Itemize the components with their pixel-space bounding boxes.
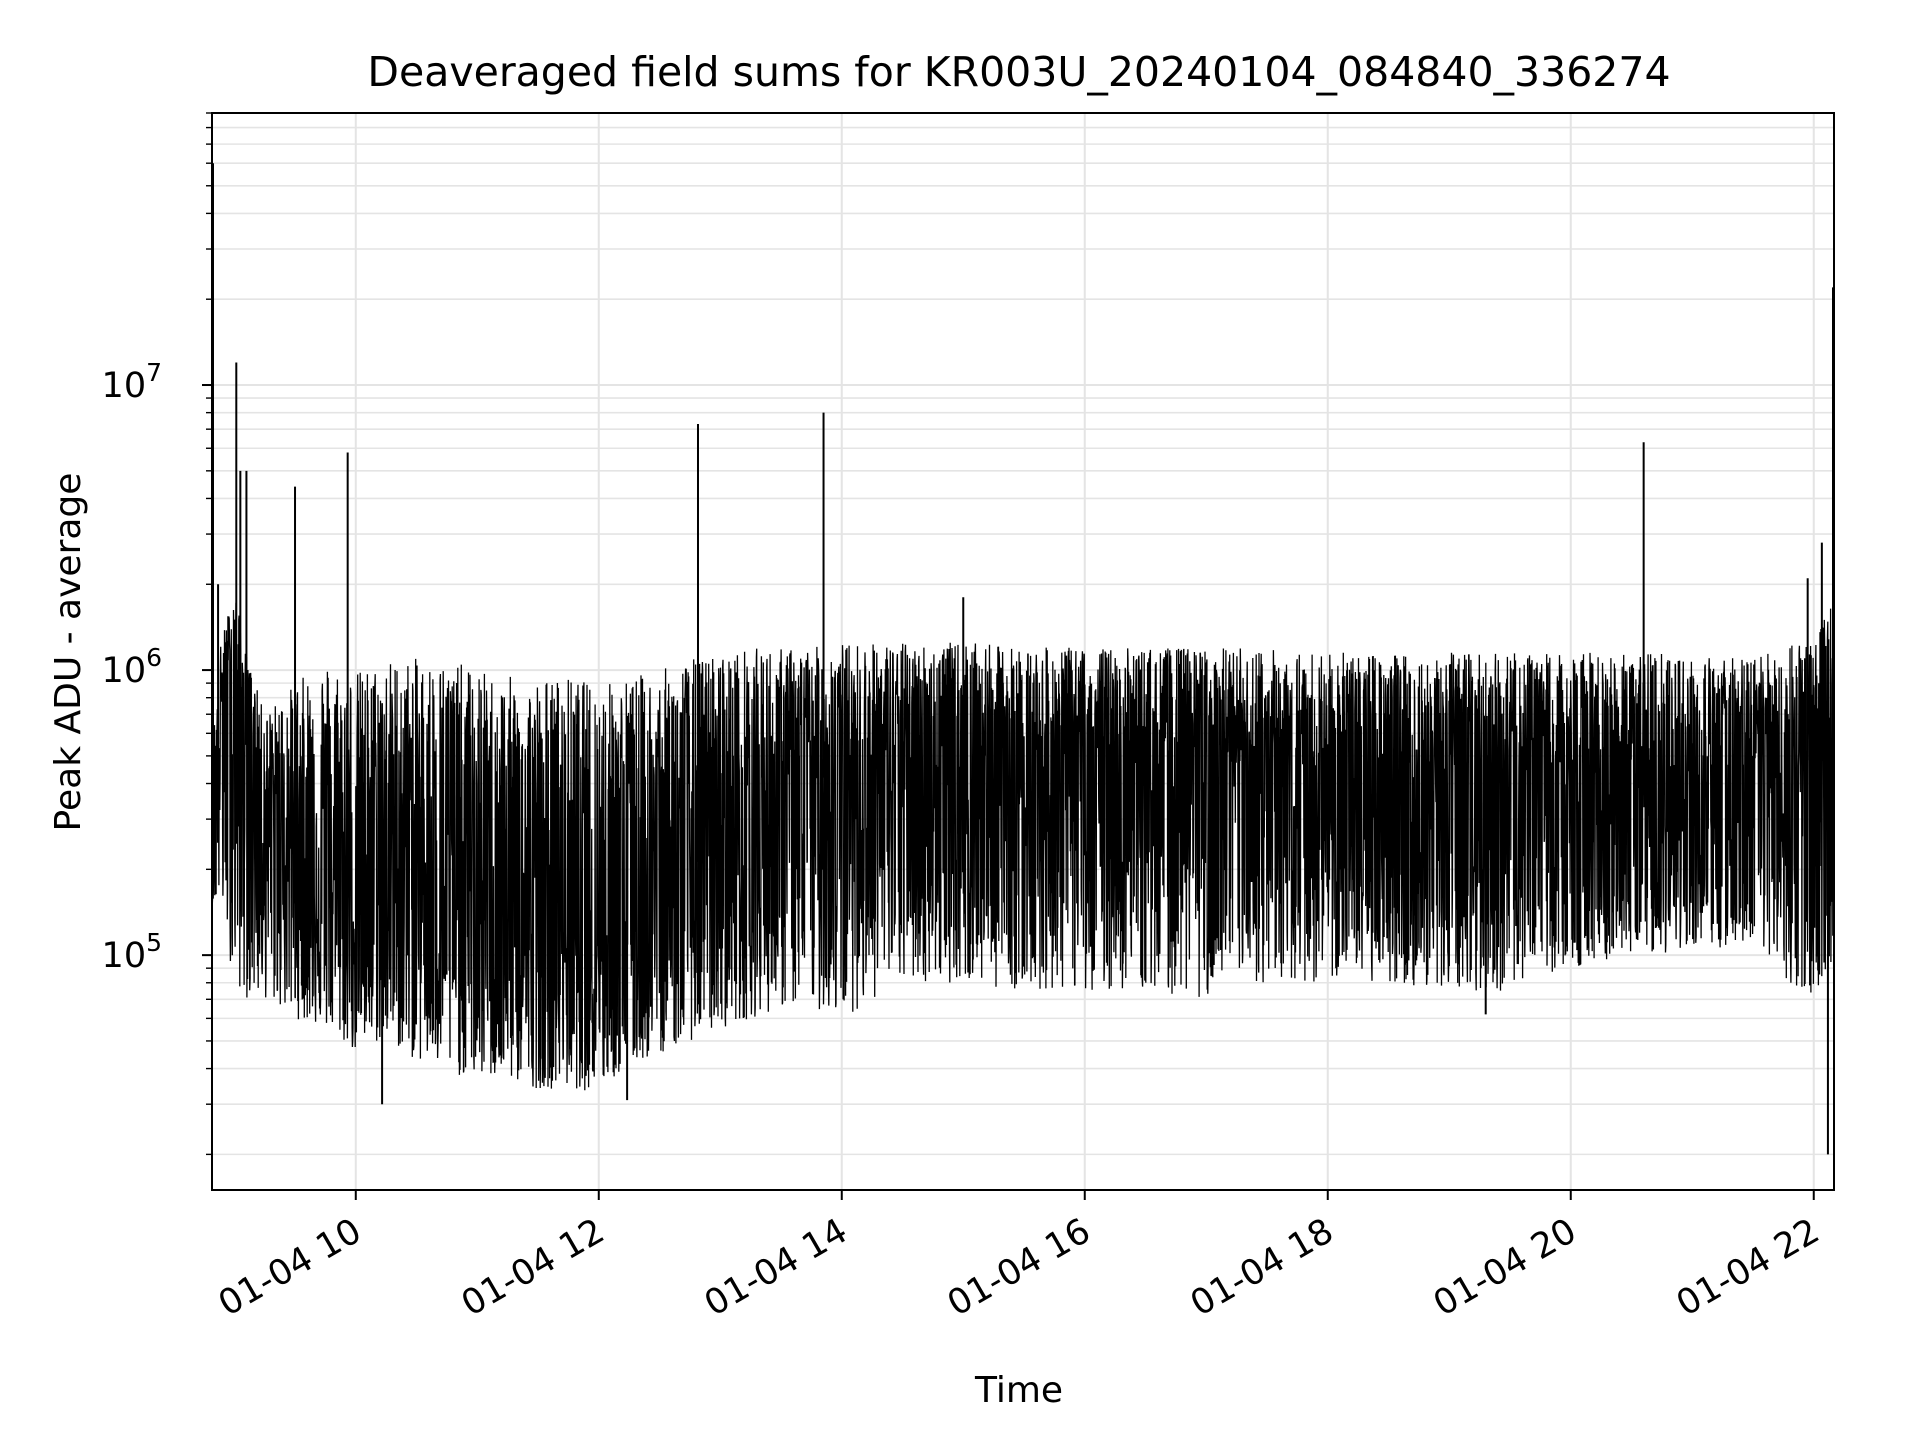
x-axis-label: Time	[974, 1370, 1063, 1411]
y-tick-label: 106	[102, 643, 162, 691]
y-tick-label: 107	[102, 358, 162, 406]
axes-frame	[211, 112, 1835, 1191]
chart-title: Deaveraged field sums for KR003U_2024010…	[367, 48, 1670, 96]
data-series-line	[211, 602, 1835, 1091]
y-axis-label: Peak ADU - average	[48, 473, 89, 832]
y-tick-label: 105	[102, 928, 162, 976]
